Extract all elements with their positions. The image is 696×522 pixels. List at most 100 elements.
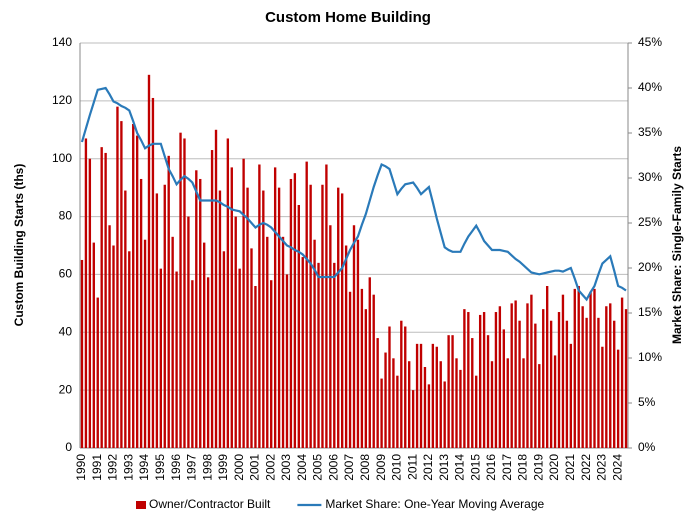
bar — [478, 314, 482, 448]
y2-tick-label: 10% — [638, 350, 662, 364]
bar — [408, 361, 411, 448]
bar — [151, 97, 155, 448]
bar — [494, 312, 498, 448]
y2-tick-label: 40% — [638, 80, 662, 94]
bar — [415, 343, 419, 448]
bar — [510, 303, 513, 448]
bar — [305, 161, 308, 448]
bar — [601, 346, 604, 448]
legend-swatch — [136, 501, 146, 509]
bar — [301, 257, 304, 448]
x-tick-label: 2002 — [263, 454, 277, 481]
bar — [226, 138, 230, 448]
bar — [277, 187, 281, 448]
bar — [195, 170, 198, 449]
bar — [530, 294, 533, 448]
bar — [254, 286, 257, 448]
bar — [538, 364, 541, 448]
y2-tick-label: 20% — [638, 260, 662, 274]
bar — [475, 375, 478, 448]
bar — [147, 74, 151, 449]
bar — [467, 312, 470, 448]
bar — [171, 236, 174, 448]
y2-tick-label: 15% — [638, 305, 662, 319]
bar — [210, 150, 214, 449]
bar — [400, 320, 403, 448]
bar — [167, 155, 170, 449]
bar — [128, 251, 131, 448]
line — [80, 86, 627, 302]
bar — [100, 147, 103, 448]
bar — [191, 280, 194, 448]
bar — [585, 317, 588, 448]
bar — [183, 138, 186, 448]
bar — [80, 259, 84, 448]
bar — [88, 158, 92, 448]
x-tick-label: 2004 — [295, 454, 309, 481]
bar — [605, 306, 608, 448]
bar — [404, 326, 407, 448]
bar — [435, 346, 438, 448]
bar — [384, 352, 387, 448]
bar — [597, 317, 600, 448]
x-tick-label: 2003 — [279, 454, 293, 481]
bar — [486, 335, 490, 448]
bar — [545, 286, 549, 448]
y-tick-label: 100 — [52, 151, 72, 165]
x-tick-label: 2016 — [484, 454, 498, 481]
bar — [396, 375, 399, 448]
bar — [250, 248, 253, 448]
bar — [522, 358, 525, 448]
bar — [104, 152, 107, 448]
bar — [364, 309, 368, 448]
bar — [143, 239, 147, 448]
bar — [348, 291, 352, 448]
bar — [534, 323, 537, 448]
bar — [471, 338, 474, 448]
x-tick-label: 1995 — [153, 454, 167, 481]
y2-tick-label: 25% — [638, 215, 662, 229]
bar — [482, 312, 486, 448]
bar — [266, 236, 269, 448]
bar — [573, 288, 576, 448]
bar — [132, 124, 135, 448]
bar — [112, 245, 115, 448]
bar — [553, 355, 557, 448]
bar — [337, 187, 340, 448]
bar — [431, 343, 435, 448]
bar — [419, 343, 423, 448]
x-tick-label: 1990 — [74, 454, 88, 481]
x-tick-label: 2011 — [405, 454, 419, 480]
bar — [459, 369, 462, 448]
bar — [577, 286, 580, 448]
bar — [262, 190, 265, 449]
bar — [624, 309, 628, 448]
bar — [297, 205, 300, 448]
y-tick-label: 40 — [59, 324, 73, 338]
y2-tick-label: 5% — [638, 395, 656, 409]
x-tick-label: 2018 — [516, 454, 530, 481]
bar — [317, 262, 320, 448]
bar — [368, 277, 371, 448]
bar — [270, 280, 273, 448]
x-tick-label: 2010 — [390, 454, 404, 481]
x-tick-label: 2022 — [579, 454, 593, 481]
bar — [502, 329, 505, 448]
x-tick-label: 2008 — [358, 454, 372, 481]
bar — [92, 242, 95, 448]
bar — [352, 225, 356, 448]
y-tick-label: 60 — [59, 267, 73, 281]
x-tick-label: 2021 — [563, 454, 577, 481]
legend-label: Market Share: One-Year Moving Average — [325, 497, 544, 511]
bar — [392, 358, 395, 448]
bar — [222, 251, 226, 448]
y-tick-label: 80 — [59, 209, 73, 223]
bar — [258, 164, 261, 448]
bar — [155, 193, 159, 448]
bar — [423, 367, 427, 448]
bar — [293, 173, 297, 448]
bar — [526, 303, 529, 448]
x-tick-label: 2017 — [500, 454, 514, 481]
x-tick-label: 2009 — [374, 454, 388, 481]
bar — [234, 216, 237, 448]
